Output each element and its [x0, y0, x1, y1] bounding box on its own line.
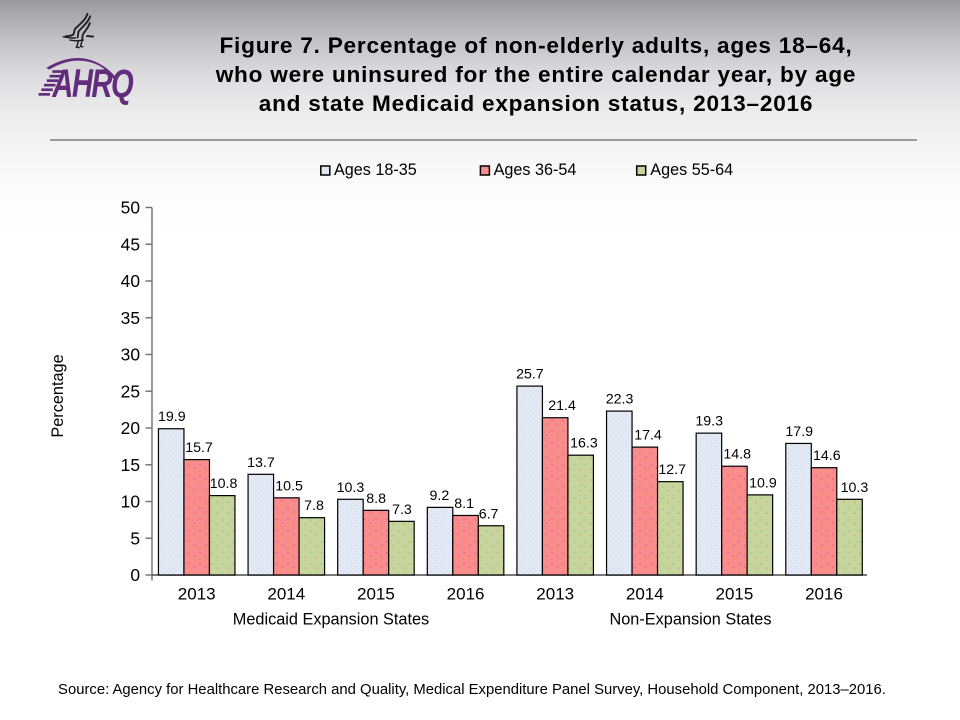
- svg-text:10.3: 10.3: [337, 480, 365, 496]
- svg-text:16.3: 16.3: [570, 436, 598, 452]
- svg-text:2016: 2016: [805, 585, 843, 604]
- svg-text:2015: 2015: [715, 585, 753, 604]
- svg-text:45: 45: [121, 234, 140, 254]
- svg-text:Percentage: Percentage: [49, 354, 67, 437]
- svg-text:2013: 2013: [536, 585, 574, 604]
- svg-text:14.6: 14.6: [813, 448, 841, 464]
- svg-text:22.3: 22.3: [606, 392, 634, 408]
- svg-text:12.7: 12.7: [658, 462, 686, 478]
- svg-text:19.9: 19.9: [158, 409, 186, 425]
- svg-text:25: 25: [121, 381, 140, 401]
- svg-text:2016: 2016: [447, 585, 485, 604]
- svg-text:15: 15: [121, 455, 140, 475]
- svg-text:10.3: 10.3: [841, 480, 869, 496]
- svg-text:2014: 2014: [626, 585, 664, 604]
- svg-text:40: 40: [121, 271, 140, 291]
- svg-text:10: 10: [121, 492, 140, 512]
- svg-text:17.9: 17.9: [785, 424, 813, 440]
- svg-text:6.7: 6.7: [479, 506, 499, 522]
- svg-text:2014: 2014: [267, 585, 305, 604]
- svg-text:20: 20: [121, 418, 140, 438]
- svg-text:10.9: 10.9: [749, 475, 777, 491]
- svg-text:35: 35: [121, 308, 140, 328]
- svg-text:AHRQ: AHRQ: [51, 62, 133, 107]
- svg-text:10.8: 10.8: [210, 476, 238, 492]
- svg-text:2015: 2015: [357, 585, 395, 604]
- svg-text:5: 5: [130, 528, 140, 548]
- svg-text:2013: 2013: [178, 585, 216, 604]
- svg-text:30: 30: [121, 345, 140, 365]
- svg-text:21.4: 21.4: [548, 398, 576, 414]
- svg-text:0: 0: [130, 565, 140, 585]
- svg-text:Medicaid Expansion States: Medicaid Expansion States: [233, 611, 429, 629]
- svg-text:8.8: 8.8: [366, 491, 386, 507]
- svg-text:13.7: 13.7: [247, 455, 275, 471]
- svg-text:7.3: 7.3: [392, 502, 412, 518]
- svg-text:Non-Expansion States: Non-Expansion States: [609, 611, 771, 629]
- svg-text:15.7: 15.7: [185, 440, 213, 456]
- svg-text:10.5: 10.5: [275, 478, 303, 494]
- svg-text:Ages 18-35: Ages 18-35: [334, 161, 417, 179]
- svg-text:7.8: 7.8: [304, 498, 324, 514]
- svg-text:Ages 36-54: Ages 36-54: [494, 161, 577, 179]
- svg-text:14.8: 14.8: [723, 447, 751, 463]
- svg-text:25.7: 25.7: [516, 367, 544, 383]
- svg-text:19.3: 19.3: [695, 414, 723, 430]
- svg-text:9.2: 9.2: [429, 488, 449, 504]
- svg-text:17.4: 17.4: [634, 428, 662, 444]
- svg-text:8.1: 8.1: [454, 496, 474, 512]
- svg-text:50: 50: [121, 198, 140, 218]
- svg-text:Ages 55-64: Ages 55-64: [650, 161, 733, 179]
